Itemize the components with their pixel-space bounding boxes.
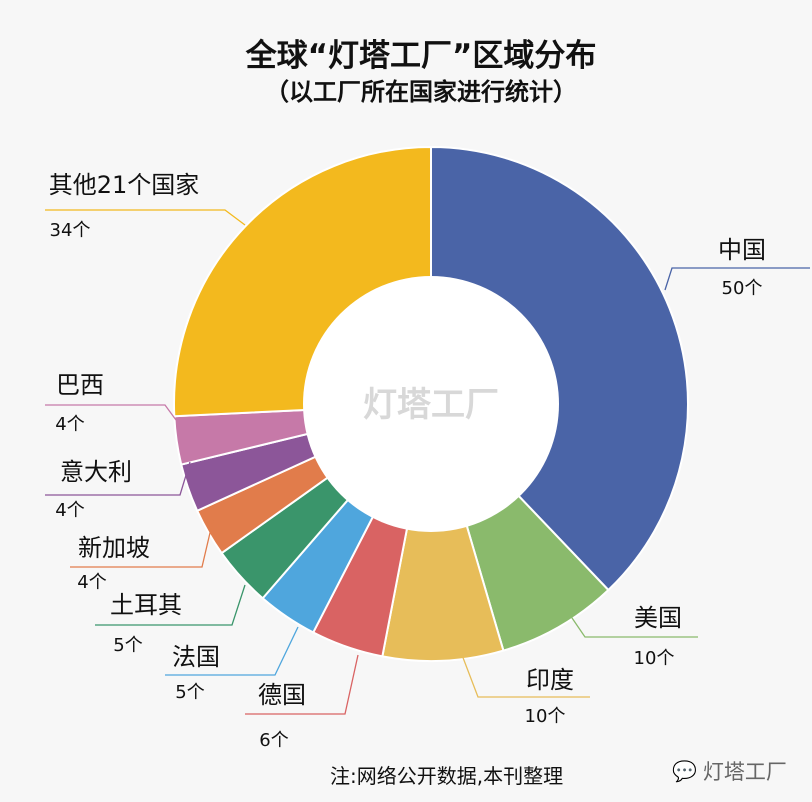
- leader-line-3: [245, 654, 359, 715]
- value-label: 4个: [77, 572, 106, 593]
- source-note: 注:网络公开数据,本刊整理: [330, 764, 564, 788]
- watermark: 💬 灯塔工厂: [672, 756, 787, 786]
- leader-line-7: [45, 461, 191, 496]
- category-label: 其他21个国家: [49, 171, 200, 199]
- leader-line-0: [664, 267, 810, 291]
- value-label: 4个: [55, 414, 84, 435]
- value-label: 50个: [722, 278, 763, 299]
- chart-title: 全球“灯塔工厂”区域分布: [245, 38, 597, 74]
- leader-line-6: [70, 519, 214, 568]
- leader-line-9: [45, 209, 246, 226]
- center-watermark: 灯塔工厂: [363, 385, 499, 425]
- value-label: 10个: [634, 648, 675, 669]
- category-label: 土耳其: [110, 591, 182, 619]
- value-label: 6个: [259, 730, 288, 751]
- leader-line-1: [569, 614, 698, 638]
- category-label: 中国: [718, 236, 766, 264]
- value-label: 5个: [113, 635, 142, 656]
- category-label: 法国: [172, 643, 220, 671]
- category-label: 印度: [526, 666, 574, 694]
- leader-line-2: [461, 654, 590, 698]
- leader-line-5: [95, 584, 246, 626]
- slice-2: [381, 403, 505, 663]
- donut-hole: [303, 276, 559, 532]
- category-label: 美国: [634, 604, 682, 632]
- slice-0: [430, 145, 689, 592]
- value-label: 4个: [55, 500, 84, 521]
- value-label: 34个: [50, 220, 91, 241]
- wechat-icon: 💬: [672, 759, 697, 783]
- chart-subtitle: （以工厂所在国家进行统计）: [265, 78, 577, 106]
- category-label: 意大利: [60, 458, 132, 486]
- category-label: 新加坡: [78, 534, 150, 562]
- leader-line-4: [165, 626, 299, 676]
- category-label: 巴西: [56, 371, 104, 399]
- category-label: 德国: [258, 681, 306, 709]
- watermark-text: 灯塔工厂: [702, 760, 787, 784]
- value-label: 5个: [175, 682, 204, 703]
- value-label: 10个: [525, 706, 566, 727]
- leader-line-8: [45, 404, 177, 421]
